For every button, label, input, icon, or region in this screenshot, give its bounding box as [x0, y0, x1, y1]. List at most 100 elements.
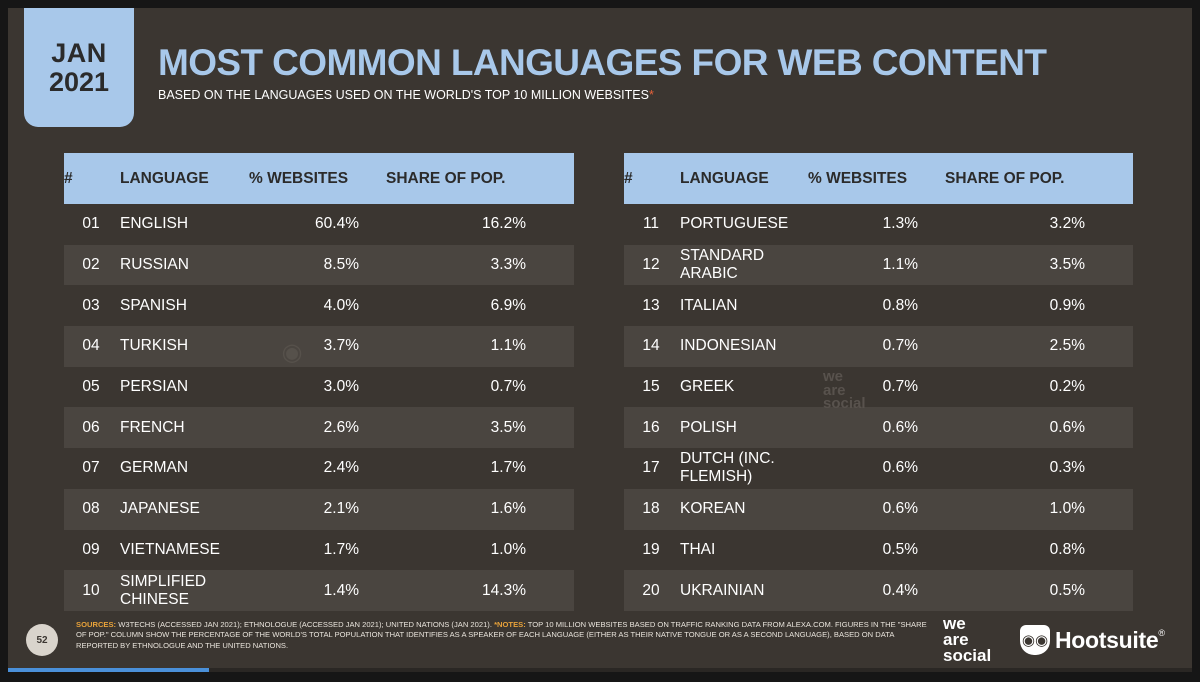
language-cell: PORTUGUESE [680, 215, 789, 233]
page-title: MOST COMMON LANGUAGES FOR WEB CONTENT [158, 42, 1047, 83]
websites-cell: 0.6% [807, 407, 944, 449]
language-cell: STANDARD ARABIC [679, 244, 807, 286]
rank-cell: 08 [64, 488, 119, 530]
rank-cell: 17 [642, 459, 660, 477]
rank-cell: 19 [642, 540, 660, 558]
rank-cell: 15 [642, 378, 660, 396]
language-cell: DUTCH (INC. FLEMISH) [680, 450, 775, 486]
share-cell: 1.1% [385, 326, 574, 367]
websites-cell: 0.7% [882, 378, 918, 396]
footnote: SOURCES: W3TECHS (ACCESSED JAN 2021); ET… [76, 620, 936, 651]
header-websites: % WEBSITES [248, 153, 385, 204]
header-num: # [624, 153, 679, 204]
rank-cell: 16 [624, 407, 679, 449]
table-row: 04 TURKISH 3.7% 1.1% [64, 326, 574, 367]
slide: JAN 2021 MOST COMMON LANGUAGES FOR WEB C… [8, 8, 1192, 672]
table-row: 01 ENGLISH 60.4% 16.2% [64, 204, 574, 245]
notes-label: *NOTES: [494, 620, 526, 629]
language-cell: ITALIAN [680, 296, 738, 314]
language-cell: INDONESIAN [679, 326, 807, 367]
header-share: SHARE OF POP. [944, 153, 1133, 204]
we-are-social-watermark: we are social [823, 369, 866, 412]
table-row: 08 JAPANESE 2.1% 1.6% [64, 488, 574, 530]
badge-year: 2021 [48, 66, 110, 97]
table-row: 03 SPANISH 4.0% 6.9% [64, 285, 574, 326]
table-row: 17 DUTCH (INC. FLEMISH) 0.6% 0.3% [624, 448, 1133, 489]
table-row: 14 INDONESIAN 0.7% 2.5% [624, 326, 1133, 367]
badge-month: JAN [51, 38, 107, 69]
websites-cell: 8.5% [248, 244, 385, 286]
hootsuite-owl-watermark-icon: ◉ [281, 339, 303, 366]
subtitle-asterisk: * [648, 88, 654, 102]
table-row: 15 GREEK 0.7% 0.2% [624, 367, 1133, 408]
table-row: 09 VIETNAMESE 1.7% 1.0% [64, 530, 574, 571]
rank-cell: 09 [82, 540, 100, 558]
logo-line: social [943, 646, 992, 666]
share-cell: 1.0% [944, 488, 1133, 530]
progress-fill [8, 668, 210, 672]
language-cell: SPANISH [120, 296, 187, 314]
rank-cell: 20 [624, 570, 679, 611]
share-cell: 0.3% [1049, 459, 1085, 477]
table-row: 05 PERSIAN 3.0% 0.7% [64, 367, 574, 408]
rank-cell: 07 [82, 459, 100, 477]
language-cell: JAPANESE [119, 488, 248, 530]
share-cell: 0.2% [1049, 378, 1085, 396]
hootsuite-owl-icon: ◉◉ [1020, 625, 1050, 655]
page-subtitle: BASED ON THE LANGUAGES USED ON THE WORLD… [158, 88, 654, 102]
registered-mark: ® [1158, 628, 1165, 638]
table-row: 19 THAI 0.5% 0.8% [624, 530, 1133, 571]
sources-text: W3TECHS (ACCESSED JAN 2021); ETHNOLOGUE … [118, 620, 492, 629]
rank-cell: 12 [624, 244, 679, 286]
table-header-row: # LANGUAGE % WEBSITES SHARE OF POP. [624, 153, 1133, 204]
language-cell: FRENCH [119, 407, 248, 449]
share-cell: 6.9% [490, 296, 526, 314]
language-cell: GERMAN [120, 459, 189, 477]
language-cell: KOREAN [679, 488, 807, 530]
header-num: # [64, 153, 119, 204]
language-cell: POLISH [679, 407, 807, 449]
header-share: SHARE OF POP. [385, 153, 574, 204]
hootsuite-wordmark: Hootsuite [1055, 626, 1159, 653]
language-cell: GREEK [680, 378, 735, 396]
language-cell: ENGLISH [120, 215, 189, 233]
language-cell: VIETNAMESE [120, 540, 220, 558]
rank-cell: 11 [642, 215, 660, 233]
websites-cell: 60.4% [315, 215, 359, 233]
hootsuite-logo: ◉◉ Hootsuite ® [1020, 622, 1165, 658]
progress-bar [8, 668, 1192, 672]
language-cell: TURKISH [119, 326, 248, 367]
notes-text: TOP 10 MILLION WEBSITES BASED ON TRAFFIC… [76, 620, 927, 650]
share-cell: 1.6% [385, 488, 574, 530]
websites-cell: 0.6% [882, 459, 918, 477]
header-language: LANGUAGE [119, 153, 248, 204]
language-cell: UKRAINIAN [679, 570, 807, 611]
websites-cell: 1.7% [323, 540, 359, 558]
websites-cell: 2.6% [248, 407, 385, 449]
share-cell: 1.0% [490, 540, 526, 558]
rank-cell: 04 [64, 326, 119, 367]
sources-label: SOURCES: [76, 620, 117, 629]
subtitle-text: BASED ON THE LANGUAGES USED ON THE WORLD… [158, 88, 649, 102]
rank-cell: 10 [64, 570, 119, 611]
rank-cell: 05 [82, 378, 100, 396]
rank-cell: 03 [82, 296, 100, 314]
watermark-line: social [823, 395, 866, 412]
websites-cell: 3.0% [323, 378, 359, 396]
websites-cell: 1.4% [248, 570, 385, 611]
websites-cell: 0.7% [807, 326, 944, 367]
rank-cell: 02 [64, 244, 119, 286]
websites-cell: 2.1% [248, 488, 385, 530]
share-cell: 0.9% [1049, 296, 1085, 314]
websites-cell: 4.0% [323, 296, 359, 314]
share-cell: 3.5% [944, 244, 1133, 286]
date-badge: JAN 2021 [24, 8, 134, 127]
share-cell: 0.8% [1049, 540, 1085, 558]
websites-cell: 0.4% [807, 570, 944, 611]
share-cell: 3.5% [385, 407, 574, 449]
table-row: 10 SIMPLIFIED CHINESE 1.4% 14.3% [64, 570, 574, 611]
table-header-row: # LANGUAGE % WEBSITES SHARE OF POP. [64, 153, 574, 204]
table-row: 13 ITALIAN 0.8% 0.9% [624, 285, 1133, 326]
share-cell: 2.5% [944, 326, 1133, 367]
websites-cell: 2.4% [323, 459, 359, 477]
